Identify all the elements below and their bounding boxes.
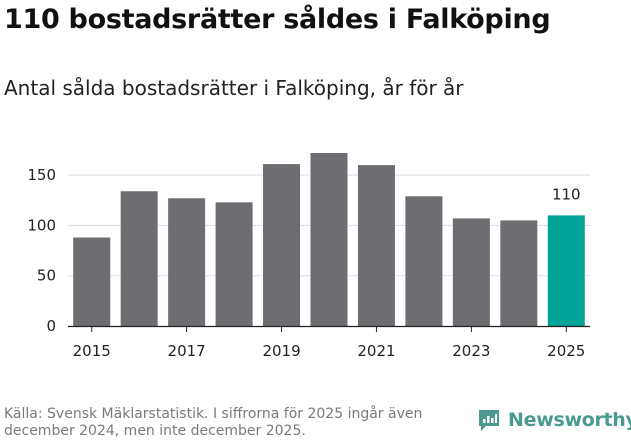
x-tick-label: 2019 bbox=[262, 342, 300, 360]
brand-name: Newsworthy bbox=[508, 409, 631, 431]
bar bbox=[263, 164, 301, 326]
y-tick-label: 100 bbox=[27, 216, 56, 234]
chart-subtitle: Antal sålda bostadsrätter i Falköping, å… bbox=[4, 76, 464, 100]
bar bbox=[168, 198, 206, 326]
chart-title: 110 bostadsrätter såldes i Falköping bbox=[4, 4, 551, 35]
y-tick-label: 50 bbox=[37, 267, 56, 285]
y-tick-label: 150 bbox=[27, 166, 56, 184]
x-tick-label: 2021 bbox=[357, 342, 395, 360]
x-tick-label: 2015 bbox=[73, 342, 111, 360]
source-note: Källa: Svensk Mäklarstatistik. I siffror… bbox=[4, 406, 423, 439]
bar bbox=[73, 237, 111, 326]
bar bbox=[500, 220, 538, 326]
y-tick-label: 0 bbox=[46, 317, 56, 335]
bar bbox=[120, 191, 158, 326]
bar bbox=[452, 218, 490, 326]
bars bbox=[73, 153, 585, 326]
bar bbox=[310, 153, 348, 326]
data-label: 110 bbox=[552, 185, 581, 203]
brand-logo: Newsworthy bbox=[476, 407, 631, 433]
bar bbox=[357, 165, 395, 326]
labels: 0 50 100 150 2015 2017 2019 2021 2023 2025 110 bbox=[27, 166, 585, 360]
bar bbox=[405, 196, 443, 326]
axes bbox=[68, 325, 590, 332]
x-tick-label: 2023 bbox=[452, 342, 490, 360]
x-tick-label: 2017 bbox=[168, 342, 206, 360]
newsworthy-logo-icon bbox=[479, 410, 499, 431]
bar bbox=[215, 202, 253, 326]
bar-chart: 0 50 100 150 2015 2017 2019 2021 2023 2025 110 bbox=[27, 153, 590, 360]
bar-highlight bbox=[547, 215, 585, 326]
x-tick-label: 2025 bbox=[547, 342, 585, 360]
